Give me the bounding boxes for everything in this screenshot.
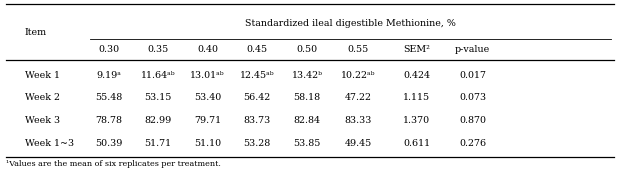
Text: 82.84: 82.84	[293, 116, 321, 125]
Text: 0.30: 0.30	[98, 44, 119, 54]
Text: 0.424: 0.424	[403, 71, 430, 80]
Text: 51.71: 51.71	[144, 139, 172, 148]
Text: 79.71: 79.71	[194, 116, 221, 125]
Text: Item: Item	[25, 28, 47, 37]
Text: 9.19ᵃ: 9.19ᵃ	[96, 71, 121, 80]
Text: Week 1~3: Week 1~3	[25, 139, 74, 148]
Text: ¹Values are the mean of six replicates per treatment.: ¹Values are the mean of six replicates p…	[6, 160, 221, 168]
Text: 53.28: 53.28	[244, 139, 271, 148]
Text: 78.78: 78.78	[95, 116, 122, 125]
Text: 0.55: 0.55	[348, 44, 369, 54]
Text: 53.85: 53.85	[293, 139, 321, 148]
Text: 0.073: 0.073	[459, 93, 486, 103]
Text: Week 3: Week 3	[25, 116, 60, 125]
Text: 0.45: 0.45	[247, 44, 268, 54]
Text: Week 2: Week 2	[25, 93, 60, 103]
Text: 56.42: 56.42	[244, 93, 271, 103]
Text: Week 1: Week 1	[25, 71, 60, 80]
Text: 0.611: 0.611	[403, 139, 430, 148]
Text: 50.39: 50.39	[95, 139, 122, 148]
Text: 0.35: 0.35	[148, 44, 169, 54]
Text: 47.22: 47.22	[345, 93, 372, 103]
Text: 11.64ᵃᵇ: 11.64ᵃᵇ	[141, 71, 175, 80]
Text: 51.10: 51.10	[194, 139, 221, 148]
Text: Standardized ileal digestible Methionine, %: Standardized ileal digestible Methionine…	[245, 19, 456, 28]
Text: 58.18: 58.18	[293, 93, 321, 103]
Text: 83.73: 83.73	[244, 116, 271, 125]
Text: 82.99: 82.99	[144, 116, 172, 125]
Text: 0.870: 0.870	[459, 116, 486, 125]
Text: 12.45ᵃᵇ: 12.45ᵃᵇ	[240, 71, 275, 80]
Text: 13.01ᵃᵇ: 13.01ᵃᵇ	[190, 71, 225, 80]
Text: 0.50: 0.50	[296, 44, 317, 54]
Text: 13.42ᵇ: 13.42ᵇ	[291, 71, 322, 80]
Text: 10.22ᵃᵇ: 10.22ᵃᵇ	[341, 71, 376, 80]
Text: p-value: p-value	[455, 44, 490, 54]
Text: 1.370: 1.370	[403, 116, 430, 125]
Text: 0.276: 0.276	[459, 139, 486, 148]
Text: SEM²: SEM²	[403, 44, 430, 54]
Text: 49.45: 49.45	[345, 139, 372, 148]
Text: 0.40: 0.40	[197, 44, 218, 54]
Text: 83.33: 83.33	[345, 116, 372, 125]
Text: 1.115: 1.115	[403, 93, 430, 103]
Text: 0.017: 0.017	[459, 71, 486, 80]
Text: 55.48: 55.48	[95, 93, 122, 103]
Text: 53.15: 53.15	[144, 93, 172, 103]
Text: 53.40: 53.40	[194, 93, 221, 103]
